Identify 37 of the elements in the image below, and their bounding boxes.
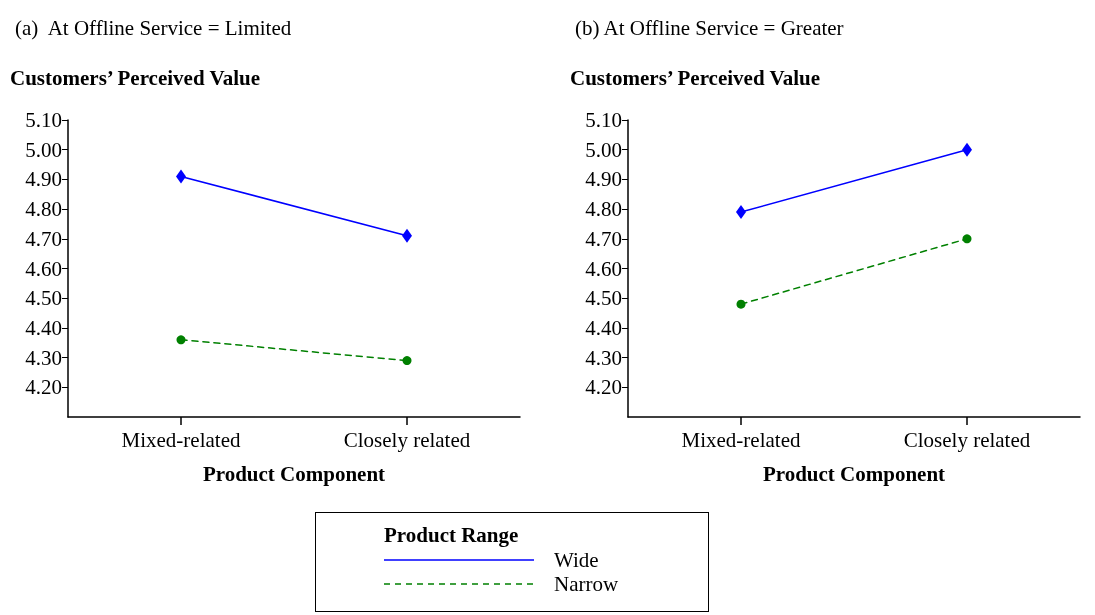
x-tick-label: Closely related [343, 427, 471, 452]
y-tick-label: 5.10 [25, 108, 62, 132]
y-axis-title: Customers’ Perceived Value [570, 65, 821, 90]
y-tick-label: 4.90 [25, 167, 62, 192]
y-tick-label: 4.40 [25, 315, 62, 340]
y-tick-label: 4.60 [585, 256, 622, 281]
point [962, 234, 972, 244]
chart-title: (b) At Offline Service = Greater [575, 15, 844, 40]
chart-title: (a) At Offline Service = Limited [15, 15, 292, 40]
y-tick-label: 4.20 [585, 375, 622, 400]
y-tick-label: 4.80 [585, 197, 622, 222]
y-tick-label: 4.40 [585, 315, 622, 340]
x-axis-title: Product Component [202, 461, 386, 486]
y-tick-label: 4.80 [25, 197, 62, 222]
x-axis-title: Product Component [762, 461, 946, 486]
y-tick-label: 4.70 [25, 226, 62, 251]
y-axis-title: Customers’ Perceived Value [10, 65, 261, 90]
y-tick-label: 4.20 [25, 375, 62, 400]
y-tick-label: 4.30 [25, 345, 62, 370]
y-tick-label: 4.50 [25, 286, 62, 311]
x-tick-label: Mixed-related [681, 427, 801, 452]
y-tick-label: 4.30 [585, 345, 622, 370]
x-tick-label: Closely related [903, 427, 1031, 452]
y-tick-label: 4.60 [25, 256, 62, 281]
y-tick-label: 5.00 [585, 137, 622, 162]
point [176, 335, 186, 345]
y-tick-label: 4.50 [585, 286, 622, 311]
y-tick-label: 4.90 [585, 167, 622, 192]
text: Wide [554, 547, 599, 573]
y-tick-label: 4.70 [585, 226, 622, 251]
x-tick-label: Mixed-related [121, 427, 241, 452]
point [736, 299, 746, 309]
text: Narrow [554, 571, 619, 597]
y-tick-label: 5.10 [585, 108, 622, 132]
point [402, 356, 412, 366]
legend-title: Product Range [384, 523, 520, 548]
y-tick-label: 5.00 [25, 137, 62, 162]
